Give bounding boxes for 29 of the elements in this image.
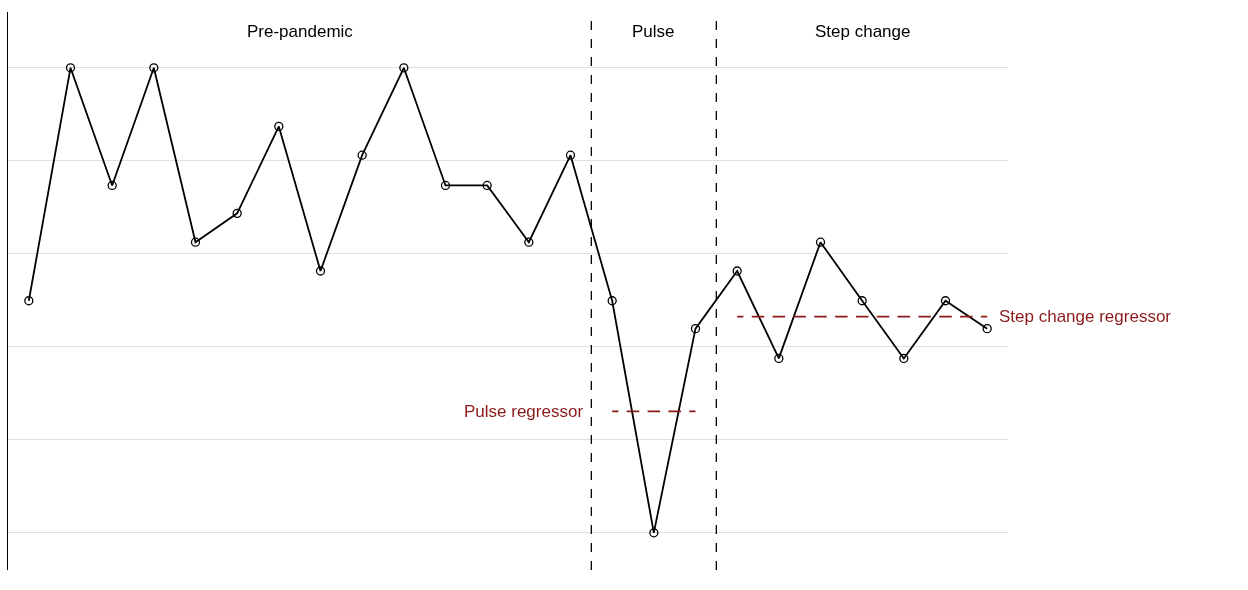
series-label: Step change regressor (999, 307, 1172, 326)
text: Step change (815, 22, 911, 41)
series-label: Pulse regressor (464, 402, 584, 421)
point (24, 296, 34, 306)
point (65, 63, 76, 73)
point (524, 237, 534, 247)
point (357, 150, 367, 160)
point (899, 353, 909, 364)
point (399, 63, 409, 73)
point (690, 324, 701, 334)
point (190, 237, 201, 247)
point (982, 324, 992, 334)
point (607, 296, 617, 306)
text: Pre-pandemic (247, 22, 354, 41)
point (774, 353, 784, 364)
point (649, 528, 659, 538)
point (815, 237, 826, 247)
point (732, 266, 742, 276)
point (149, 63, 159, 73)
point (440, 180, 451, 191)
point (565, 150, 576, 160)
point (482, 180, 492, 191)
point (232, 208, 242, 218)
text: Pulse (632, 22, 675, 41)
point (107, 180, 117, 191)
point (274, 121, 284, 132)
point (857, 296, 867, 306)
point (940, 296, 951, 306)
point (315, 266, 326, 276)
